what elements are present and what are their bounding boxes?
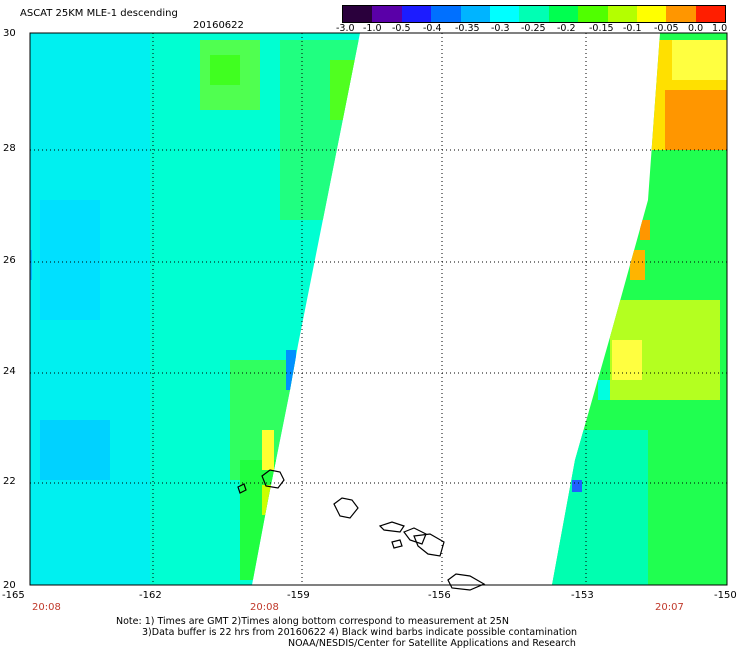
colorbar-swatch (460, 6, 490, 22)
note-line-3: NOAA/NESDIS/Center for Satellite Applica… (288, 638, 576, 649)
map-title: ASCAT 25KM MLE-1 descending (20, 8, 178, 19)
colorbar-label: -1.0 (363, 23, 382, 34)
pass-time: 20:08 (32, 602, 61, 613)
left-swath (30, 33, 360, 585)
colorbar-label: -0.15 (589, 23, 614, 34)
x-tick-label: -162 (139, 590, 162, 601)
colorbar-label: -0.35 (455, 23, 480, 34)
colorbar (342, 5, 726, 23)
colorbar-swatch (431, 6, 461, 22)
y-tick-label: 28 (3, 143, 16, 154)
colorbar-label: -0.5 (392, 23, 411, 34)
colorbar-swatch (489, 6, 520, 22)
x-tick-label: -153 (571, 590, 594, 601)
map-date: 20160622 (193, 20, 244, 31)
colorbar-label: 0.0 (688, 23, 704, 34)
right-swath (552, 33, 727, 585)
colorbar-label: -0.4 (423, 23, 442, 34)
colorbar-label: -0.1 (623, 23, 642, 34)
colorbar-label: 1.0 (712, 23, 728, 34)
colorbar-labels: -3.0 -1.0 -0.5 -0.4 -0.35 -0.3 -0.25 -0.… (336, 23, 730, 35)
y-tick-label: 22 (3, 476, 16, 487)
colorbar-label: -0.25 (521, 23, 546, 34)
colorbar-swatch (548, 6, 579, 22)
colorbar-label: -3.0 (336, 23, 355, 34)
colorbar-swatch (666, 6, 696, 22)
colorbar-swatch (578, 6, 608, 22)
colorbar-swatch (636, 6, 667, 22)
y-tick-label: 24 (3, 366, 16, 377)
x-tick-label: -165 (2, 590, 25, 601)
y-tick-label: 26 (3, 255, 16, 266)
y-tick-label: 20 (3, 580, 16, 591)
x-tick-label: -150 (714, 590, 737, 601)
colorbar-swatch (372, 6, 402, 22)
x-tick-label: -159 (287, 590, 310, 601)
pass-time: 20:08 (250, 602, 279, 613)
colorbar-label: -0.05 (654, 23, 679, 34)
note-line-1: Note: 1) Times are GMT 2)Times along bot… (116, 616, 509, 627)
colorbar-swatch (695, 6, 726, 22)
colorbar-swatch (343, 6, 373, 22)
note-line-2: 3)Data buffer is 22 hrs from 20160622 4)… (142, 627, 578, 638)
colorbar-swatch (401, 6, 432, 22)
island-outlines (237, 469, 486, 591)
pass-time: 20:07 (655, 602, 684, 613)
x-tick-label: -156 (428, 590, 451, 601)
colorbar-label: -0.2 (557, 23, 576, 34)
plot-frame (29, 32, 728, 586)
y-tick-label: 30 (3, 28, 16, 39)
colorbar-label: -0.3 (491, 23, 510, 34)
colorbar-swatch (607, 6, 637, 22)
grid-lines (30, 33, 727, 585)
colorbar-swatch (519, 6, 549, 22)
